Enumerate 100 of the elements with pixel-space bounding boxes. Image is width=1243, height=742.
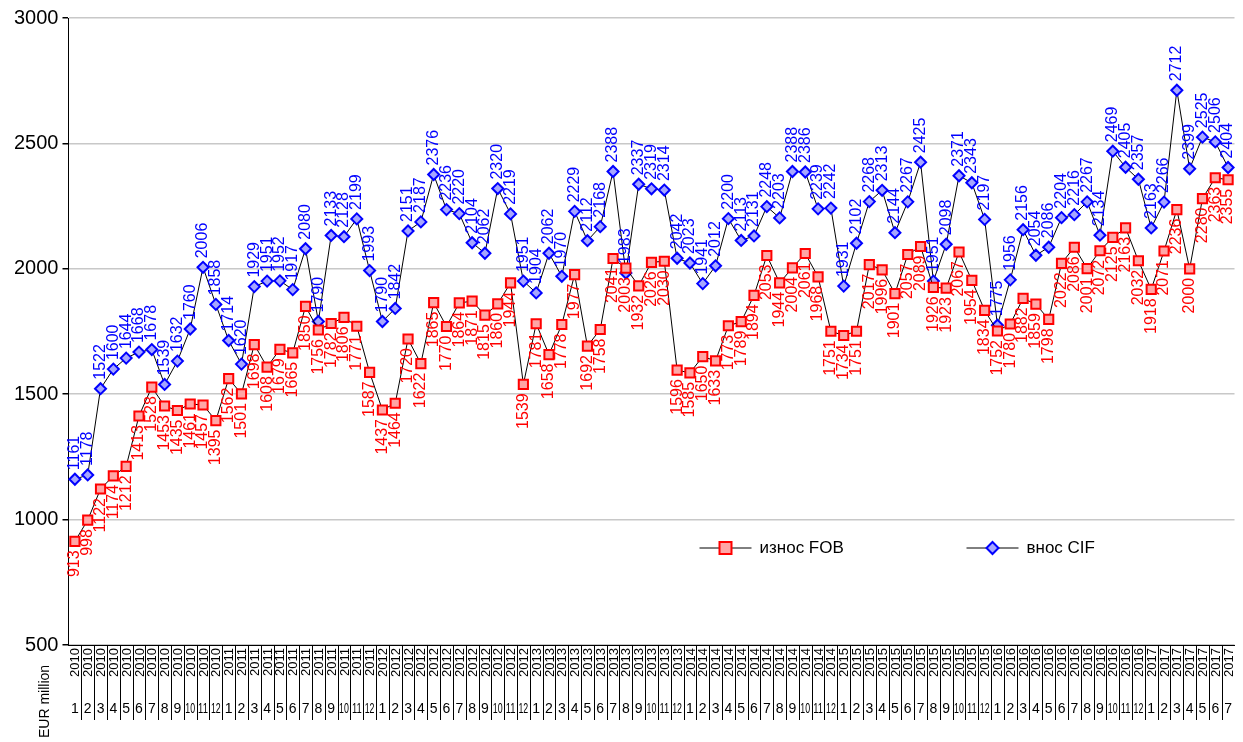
legend-label: внос CIF	[1026, 537, 1095, 557]
category-label: 2010 6	[131, 648, 147, 716]
category-label: 2017 4	[1182, 648, 1198, 716]
category-label: 2011 1	[221, 648, 237, 716]
category-label: 2010 1	[67, 648, 83, 716]
legend-label: износ FOB	[759, 537, 844, 557]
data-label: 2343	[962, 138, 980, 174]
data-label: 2425	[910, 117, 928, 154]
category-label: 2015 6	[900, 648, 916, 716]
category-label: 2013 2	[541, 648, 557, 716]
data-label: 2102	[846, 198, 864, 235]
data-label: 1522	[90, 343, 108, 380]
data-label: 1790	[308, 276, 326, 313]
category-label: 2014 1	[682, 648, 698, 716]
category-label: 2013 8	[618, 648, 634, 716]
category-label: 2013 12	[669, 648, 685, 716]
category-label: 2016 4	[1028, 648, 1044, 716]
data-label: 1993	[360, 225, 378, 262]
y-tick-label: 2000	[13, 256, 59, 279]
category-label: 2014 7	[759, 648, 775, 716]
data-label: 1775	[987, 280, 1005, 317]
category-label: 2011 12	[362, 648, 378, 716]
data-label: 2080	[295, 204, 313, 240]
data-label: 1678	[142, 304, 160, 341]
data-label: 1970	[552, 231, 570, 268]
category-label: 2010 11	[195, 648, 211, 717]
category-label: 2012 8	[464, 648, 480, 716]
category-label: 2015 5	[887, 648, 903, 716]
data-label: 2236	[436, 164, 454, 201]
data-label: 1778	[552, 333, 570, 370]
category-label: 2012 3	[400, 648, 416, 716]
category-label: 2015 10	[951, 648, 967, 716]
category-label: 2012 4	[413, 648, 429, 716]
data-label: 2242	[821, 163, 839, 200]
category-label: 2011 10	[336, 648, 352, 716]
y-tick-label: 2500	[13, 130, 59, 153]
category-label: 2012 1	[375, 648, 390, 716]
data-label: 1798	[1039, 328, 1057, 365]
category-label: 2014 5	[733, 648, 749, 716]
data-label: 2022	[1051, 272, 1069, 308]
category-label: 2010 2	[80, 648, 96, 716]
data-label: 2376	[424, 129, 442, 166]
category-label: 2017 2	[1156, 648, 1172, 716]
data-label: 2000	[1180, 277, 1198, 314]
data-label: 2203	[770, 173, 788, 209]
data-label: 1771	[347, 335, 365, 371]
category-label: 2015 4	[874, 648, 890, 716]
data-label: 1622	[411, 372, 429, 409]
category-label: 2014 8	[772, 648, 788, 716]
data-label: 1539	[155, 339, 172, 376]
data-label: 1956	[1000, 235, 1018, 271]
category-label: 2013 3	[554, 648, 570, 716]
category-label: 2016 9	[1092, 648, 1108, 716]
category-label: 2011 5	[272, 648, 288, 716]
data-label: 1395	[206, 429, 224, 466]
category-label: 2014 6	[746, 648, 762, 716]
category-label: 2013 4	[567, 648, 583, 716]
category-label: 2014 12	[823, 648, 839, 716]
category-label: 2012 2	[387, 648, 403, 716]
y-tick-label: 3000	[13, 5, 59, 28]
data-label: 1917	[283, 244, 301, 281]
category-label: 2015 12	[977, 648, 993, 716]
data-label: 1178	[78, 431, 96, 466]
category-label: 2011 11	[349, 648, 365, 717]
data-label: 2071	[1154, 259, 1172, 296]
category-label: 2013 1	[528, 648, 544, 716]
data-label: 1931	[834, 241, 852, 278]
data-label: 1983	[616, 228, 634, 265]
category-label: 2011 4	[259, 648, 275, 716]
category-label: 2017 7	[1220, 648, 1236, 716]
category-label: 2016 3	[1015, 648, 1031, 716]
category-label: 2010 5	[118, 648, 134, 716]
data-label: 2388	[603, 126, 621, 163]
category-label: 2013 9	[631, 648, 647, 716]
category-label: 2010 12	[208, 648, 224, 716]
category-label: 2017 1	[1143, 648, 1159, 716]
category-label: 2014 11	[810, 648, 826, 717]
y-tick-label: 1500	[13, 381, 59, 404]
y-tick-label: 500	[25, 632, 59, 655]
data-label: 1858	[206, 259, 224, 296]
data-label: 2267	[898, 157, 916, 193]
data-label: 2197	[975, 174, 993, 211]
y-tick-label: 1000	[13, 507, 59, 530]
data-label: 2712	[1167, 45, 1185, 82]
category-label: 2012 10	[490, 648, 506, 716]
data-label: 2236	[1167, 218, 1185, 255]
category-label: 2010 10	[182, 648, 198, 716]
category-label: 2014 2	[695, 648, 711, 716]
data-label: 1453	[155, 414, 172, 451]
category-label: 2015 1	[836, 648, 852, 716]
category-label: 2016 10	[1105, 648, 1121, 716]
category-label: 2012 5	[426, 648, 442, 716]
data-label: 1850	[295, 315, 313, 352]
category-label: 2010 7	[144, 648, 160, 716]
y-axis-title: EUR million	[35, 664, 52, 738]
category-label: 2015 9	[938, 648, 954, 716]
category-label: 2016 8	[1079, 648, 1095, 716]
data-label: 2006	[193, 222, 211, 259]
data-label: 2199	[347, 174, 365, 210]
data-label: 2098	[936, 199, 954, 236]
